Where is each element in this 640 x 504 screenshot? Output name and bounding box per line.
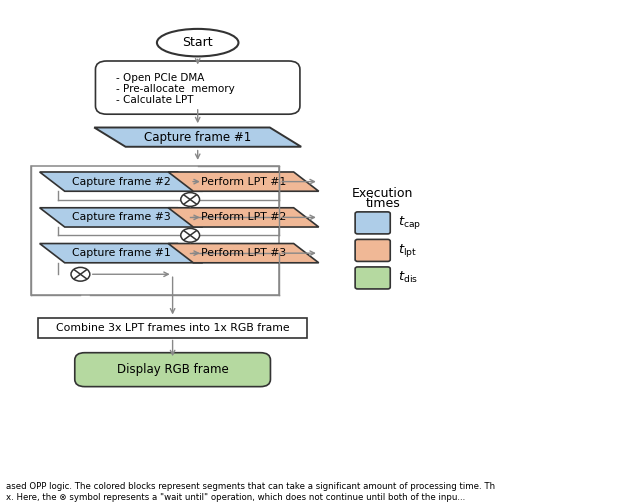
Text: $t_{\rm lpt}$: $t_{\rm lpt}$ [398,242,417,259]
FancyBboxPatch shape [355,267,390,289]
FancyBboxPatch shape [355,212,390,234]
Text: Perform LPT #2: Perform LPT #2 [201,212,286,222]
Polygon shape [168,208,319,227]
Text: times: times [365,197,400,210]
Circle shape [180,228,200,242]
Polygon shape [168,172,319,191]
FancyBboxPatch shape [95,61,300,114]
FancyBboxPatch shape [355,239,390,262]
Text: Perform LPT #1: Perform LPT #1 [201,176,286,186]
Polygon shape [94,128,301,147]
Circle shape [71,268,90,281]
Circle shape [180,193,200,206]
Text: - Open PCIe DMA: - Open PCIe DMA [116,73,205,83]
Text: - Pre-allocate  memory: - Pre-allocate memory [116,84,235,94]
Text: Combine 3x LPT frames into 1x RGB frame: Combine 3x LPT frames into 1x RGB frame [56,323,289,333]
Bar [38,319,307,338]
Text: Display RGB frame: Display RGB frame [116,363,228,376]
Text: Perform LPT #3: Perform LPT #3 [201,248,286,258]
Text: x. Here, the ⊗ symbol represents a "wait until" operation, which does not contin: x. Here, the ⊗ symbol represents a "wait… [6,493,466,502]
Text: Capture frame #3: Capture frame #3 [72,212,170,222]
Text: Capture frame #2: Capture frame #2 [72,176,170,186]
Text: Capture frame #1: Capture frame #1 [144,131,252,144]
Polygon shape [40,243,203,263]
FancyBboxPatch shape [75,353,271,387]
Text: Capture frame #1: Capture frame #1 [72,248,170,258]
Bar [31,166,279,295]
Polygon shape [168,243,319,263]
Text: ased OPP logic. The colored blocks represent segments that can take a significan: ased OPP logic. The colored blocks repre… [6,482,495,491]
Text: - Calculate LPT: - Calculate LPT [116,95,194,104]
Polygon shape [40,172,203,191]
Text: Execution: Execution [352,186,413,200]
Text: $t_{\rm cap}$: $t_{\rm cap}$ [398,214,422,231]
Polygon shape [40,208,203,227]
Text: $t_{\rm dis}$: $t_{\rm dis}$ [398,270,419,285]
Ellipse shape [157,29,239,56]
Text: Start: Start [182,36,213,49]
